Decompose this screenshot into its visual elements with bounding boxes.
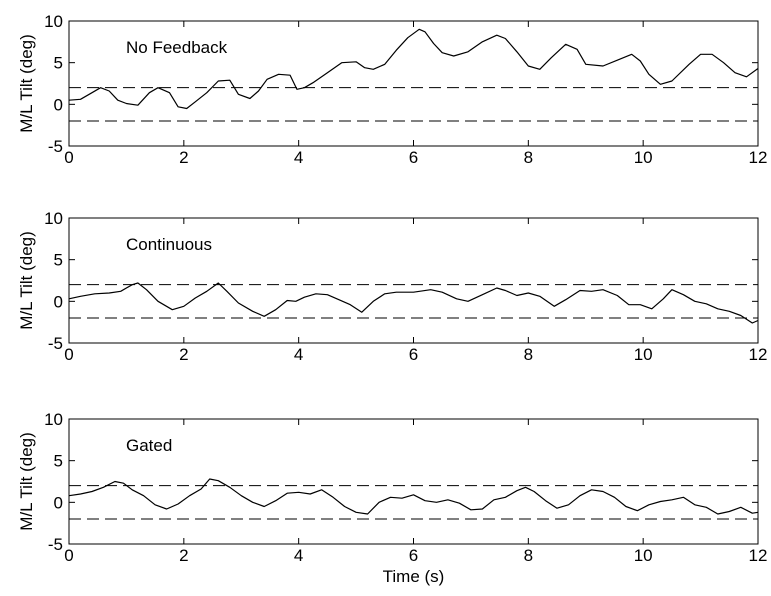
series-line — [68, 282, 759, 324]
x-tick-label: 4 — [294, 546, 303, 565]
y-tick-label: 10 — [44, 410, 63, 429]
series-line — [68, 28, 759, 110]
y-axis-label: M/L Tilt (deg) — [17, 34, 36, 133]
x-tick-label: 0 — [64, 345, 73, 364]
y-tick-label: 10 — [44, 209, 63, 228]
x-tick-label: 10 — [634, 546, 653, 565]
x-tick-label: 6 — [409, 546, 418, 565]
y-tick-label: -5 — [48, 137, 63, 156]
y-tick-label: 0 — [54, 95, 63, 114]
panel-title: Gated — [126, 436, 172, 455]
panel-title: No Feedback — [126, 38, 228, 57]
x-tick-label: 8 — [524, 546, 533, 565]
x-tick-label: 2 — [179, 148, 188, 167]
x-tick-label: 12 — [749, 345, 768, 364]
x-tick-label: 10 — [634, 148, 653, 167]
y-tick-label: 5 — [54, 452, 63, 471]
y-tick-label: 0 — [54, 292, 63, 311]
x-tick-label: 4 — [294, 148, 303, 167]
y-tick-label: -5 — [48, 334, 63, 353]
x-tick-label: 2 — [179, 546, 188, 565]
y-tick-label: 5 — [54, 251, 63, 270]
y-tick-label: 10 — [44, 12, 63, 31]
series-line — [68, 478, 759, 515]
x-tick-label: 0 — [64, 148, 73, 167]
y-tick-label: -5 — [48, 535, 63, 554]
x-tick-label: 6 — [409, 345, 418, 364]
y-tick-label: 5 — [54, 54, 63, 73]
x-tick-label: 2 — [179, 345, 188, 364]
x-tick-label: 6 — [409, 148, 418, 167]
x-tick-label: 0 — [64, 546, 73, 565]
x-tick-label: 4 — [294, 345, 303, 364]
panel-title: Continuous — [126, 235, 212, 254]
y-axis-label: M/L Tilt (deg) — [17, 231, 36, 330]
x-tick-label: 12 — [749, 148, 768, 167]
x-tick-label: 8 — [524, 345, 533, 364]
axes-box — [68, 418, 759, 545]
x-tick-label: 8 — [524, 148, 533, 167]
x-tick-label: 12 — [749, 546, 768, 565]
x-tick-label: 10 — [634, 345, 653, 364]
y-axis-label: M/L Tilt (deg) — [17, 432, 36, 531]
y-tick-label: 0 — [54, 493, 63, 512]
x-axis-label: Time (s) — [383, 567, 445, 586]
